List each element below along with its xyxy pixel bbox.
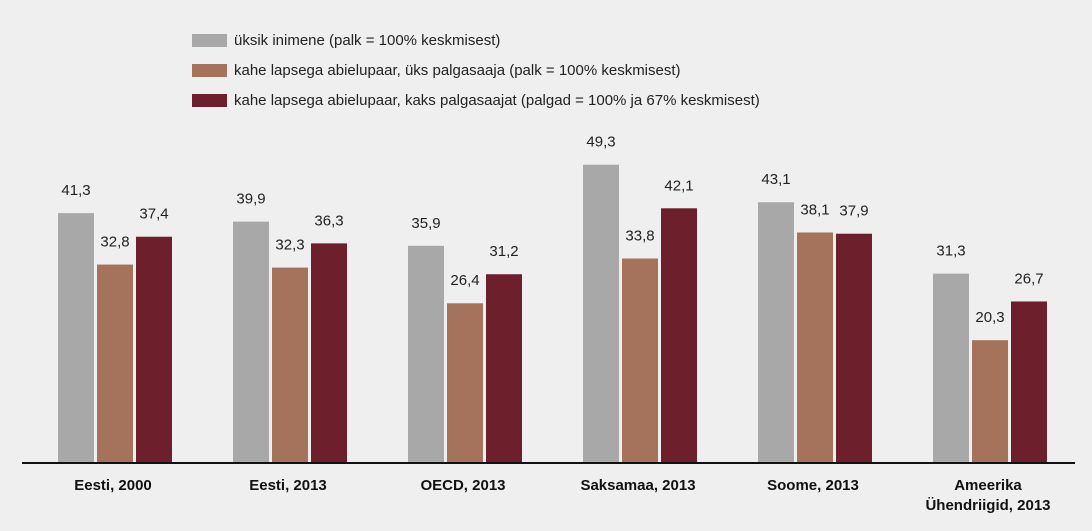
- x-tick-label: Ameerika Ühendriigid, 2013: [925, 477, 1051, 514]
- legend-swatch: [192, 64, 227, 77]
- value-label: 32,3: [275, 237, 304, 254]
- value-label: 31,3: [936, 243, 965, 260]
- value-label: 37,4: [139, 206, 168, 223]
- legend-swatch: [192, 94, 227, 107]
- legend-label: üksik inimene (palk = 100% keskmisest): [234, 32, 500, 49]
- value-label: 20,3: [975, 309, 1004, 326]
- value-label: 42,1: [664, 177, 693, 194]
- legend-swatch: [192, 34, 227, 47]
- value-label: 41,3: [61, 182, 90, 199]
- bar: [758, 202, 794, 463]
- bar: [447, 303, 483, 463]
- bar: [97, 264, 133, 463]
- legend-label: kahe lapsega abielupaar, üks palgasaaja …: [234, 62, 681, 79]
- bar: [311, 243, 347, 463]
- bar: [622, 258, 658, 463]
- bar: [661, 208, 697, 463]
- value-label: 39,9: [236, 191, 265, 208]
- x-tick-label: Soome, 2013: [767, 477, 859, 494]
- x-tick-label: Eesti, 2000: [74, 477, 152, 494]
- value-label: 38,1: [800, 201, 829, 218]
- bar: [233, 221, 269, 463]
- bar: [58, 213, 94, 463]
- legend-label: kahe lapsega abielupaar, kaks palgasaaja…: [234, 92, 760, 109]
- x-tick-label: Eesti, 2013: [249, 477, 327, 494]
- x-tick-label: OECD, 2013: [420, 477, 506, 494]
- bar: [136, 236, 172, 463]
- bar: [272, 267, 308, 463]
- value-label: 32,8: [100, 234, 129, 251]
- value-label: 49,3: [586, 134, 615, 151]
- value-label: 26,4: [450, 272, 479, 289]
- value-label: 36,3: [314, 212, 343, 229]
- value-label: 43,1: [761, 171, 790, 188]
- bar: [486, 274, 522, 463]
- value-label: 31,2: [489, 243, 518, 260]
- value-label: 26,7: [1014, 270, 1043, 287]
- bar: [408, 245, 444, 463]
- x-tick-label: Saksamaa, 2013: [580, 477, 696, 494]
- bar: [836, 233, 872, 463]
- value-label: 33,8: [625, 227, 654, 244]
- bar: [1011, 301, 1047, 463]
- value-label: 35,9: [411, 215, 440, 232]
- bar: [583, 164, 619, 464]
- bar: [933, 273, 969, 463]
- bar: [972, 340, 1008, 463]
- value-label: 37,9: [839, 203, 868, 220]
- bar: [797, 232, 833, 463]
